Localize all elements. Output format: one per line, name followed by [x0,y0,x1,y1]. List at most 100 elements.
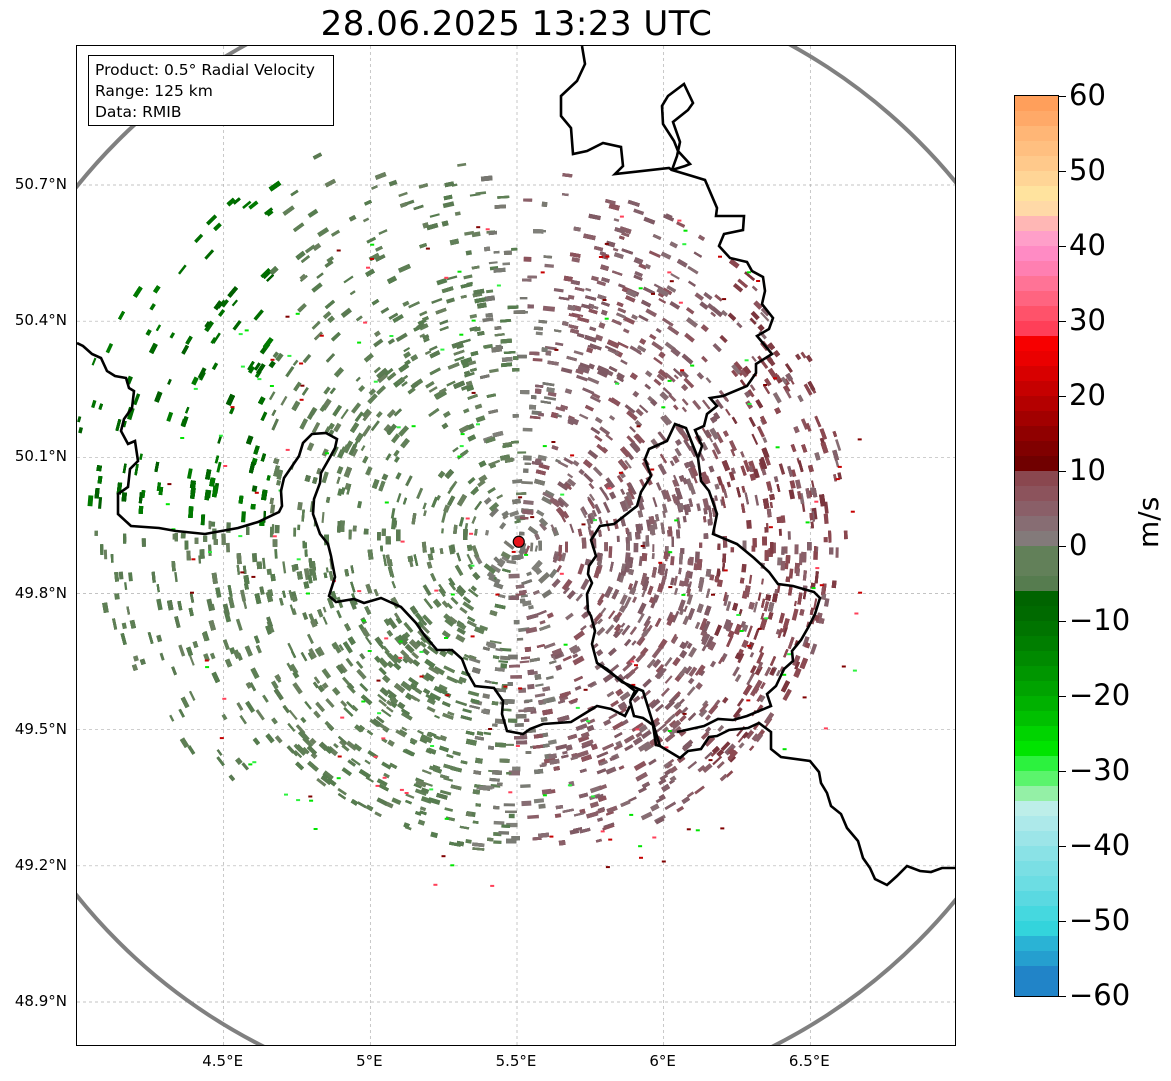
velocity-echo-gate [500,551,511,560]
velocity-echo-gate [489,507,499,518]
velocity-echo-gate [383,424,392,433]
velocity-echo-gate [777,557,783,566]
velocity-echo-gate [555,342,564,347]
velocity-echo-gate [94,530,98,536]
velocity-echo-gate [333,367,345,378]
velocity-echo-gate [749,384,756,392]
velocity-echo-gate [500,663,508,669]
velocity-echo-gate [527,814,539,820]
velocity-echo-gate [458,516,465,527]
velocity-echo-gate [616,372,625,380]
velocity-echo-gate [534,545,538,552]
velocity-echo-gate [415,639,423,647]
velocity-echo-gate [312,242,322,252]
velocity-echo-gate [680,706,689,715]
velocity-echo-gate [293,527,297,537]
velocity-echo-gate [795,479,802,490]
velocity-echo-gate [607,610,616,620]
plot-title: 28.06.2025 13:23 UTC [320,4,713,44]
velocity-echo-gate [403,631,411,639]
velocity-echo-gate [752,468,760,479]
velocity-echo-gate [528,604,534,610]
velocity-echo-gate [632,596,638,604]
velocity-echo-gate [823,513,829,525]
velocity-echo-gate [788,489,796,500]
velocity-echo-gate [425,693,436,701]
velocity-echo-gate [345,657,354,667]
velocity-echo-gate [337,488,343,497]
velocity-echo-gate [211,362,219,371]
velocity-echo-gate [326,256,335,263]
velocity-echo-gate [221,713,228,721]
velocity-echo-gate [515,592,526,597]
velocity-echo-gate [450,544,456,553]
velocity-echo-gate [599,426,611,436]
velocity-echo-gate [693,562,698,571]
velocity-echo-gate [652,497,658,508]
velocity-echo-gate [467,476,476,485]
velocity-echo-gate [514,514,526,520]
velocity-echo-gate [546,612,554,619]
velocity-echo-gate [782,688,792,702]
velocity-echo-gate [454,211,461,216]
velocity-echo-gate [664,675,673,684]
velocity-echo-gate [269,504,276,514]
velocity-echo-gate [422,614,433,626]
velocity-echo-gate [455,700,468,707]
velocity-echo-gate [488,261,498,265]
velocity-echo-gate [672,455,680,464]
velocity-echo-gate [380,306,390,314]
velocity-echo-gate [77,416,82,423]
velocity-echo-gate [620,704,628,712]
velocity-echo-gate [635,731,643,738]
velocity-echo-gate [395,472,402,480]
velocity-echo-gate [686,791,695,798]
velocity-echo-gate [733,361,743,371]
velocity-echo-gate [216,461,222,473]
velocity-echo-gate [606,766,617,775]
velocity-echo-gate [572,653,579,659]
velocity-echo-gate [186,468,193,480]
velocity-echo-gate [590,275,599,282]
velocity-echo-gate [632,390,640,398]
velocity-echo-gate [589,785,603,794]
velocity-echo-gate [736,697,745,707]
velocity-echo-gate [340,700,348,708]
velocity-echo-gate [608,491,617,500]
velocity-echo-gate [519,660,530,664]
velocity-echo-gate [499,522,507,530]
velocity-echo-gate [754,733,764,743]
velocity-echo-gate [467,690,480,697]
velocity-echo-gate [251,485,258,493]
velocity-echo-gate [506,559,517,565]
velocity-echo-gate [662,387,672,396]
velocity-echo-gate [698,708,708,718]
velocity-echo-gate [752,537,757,548]
velocity-echo-gate [275,352,284,362]
velocity-echo-gate [753,601,758,613]
velocity-echo-gate [416,487,424,500]
radar-map-canvas [77,46,955,1045]
velocity-echo-gate [231,299,239,307]
velocity-echo-gate [640,729,652,740]
velocity-echo-gate [787,531,791,540]
velocity-echo-gate [725,770,734,778]
velocity-echo-gate [629,345,642,355]
velocity-echo-gate [498,660,509,664]
velocity-echo-gate [191,376,199,386]
velocity-echo-gate [156,598,163,611]
velocity-echo-gate [385,453,392,461]
velocity-echo-gate [331,686,341,696]
velocity-echo-gate [391,797,402,805]
velocity-echo-gate [166,411,174,422]
velocity-echo-gate [638,404,649,414]
velocity-echo-gate [506,822,518,828]
velocity-echo-gate [714,699,721,706]
velocity-echo-gate [708,436,714,443]
velocity-echo-gate [837,472,843,480]
velocity-echo-gate [343,275,354,284]
velocity-echo-gate [503,803,515,807]
velocity-echo-gate [522,455,532,461]
velocity-echo-gate [333,422,342,433]
velocity-echo-gate [404,643,415,654]
